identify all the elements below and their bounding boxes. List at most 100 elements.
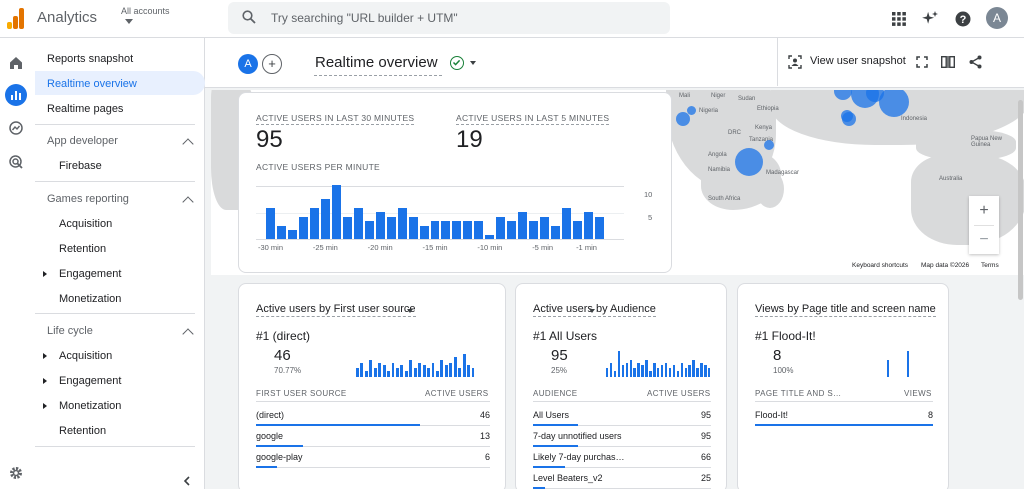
per-minute-bar[interactable] [463, 221, 473, 239]
map-user-dot[interactable] [676, 112, 690, 126]
chevron-up-icon[interactable] [182, 328, 194, 340]
nav-games-engagement[interactable]: Engagement [59, 268, 122, 280]
view-user-snapshot-button[interactable]: View user snapshot [810, 55, 906, 67]
check-circle-icon[interactable] [450, 56, 464, 70]
per-minute-bar[interactable] [397, 207, 407, 239]
nav-life-acquisition[interactable]: Acquisition [59, 350, 113, 362]
expand-arrow-icon[interactable] [43, 378, 47, 384]
nav-realtime-pages[interactable]: Realtime pages [47, 103, 124, 115]
nav-games-monetization[interactable]: Monetization [59, 293, 122, 305]
advertising-icon[interactable] [5, 151, 27, 173]
table-row-label[interactable]: google-play [256, 452, 303, 462]
per-minute-bar[interactable] [430, 221, 440, 239]
table-row-label[interactable]: google [256, 431, 284, 441]
add-comparison-button[interactable]: + [262, 54, 282, 74]
source-col-header[interactable]: FIRST USER SOURCE [256, 389, 347, 398]
per-minute-bar[interactable] [540, 216, 550, 239]
compare-columns-icon[interactable] [940, 55, 956, 71]
expand-arrow-icon[interactable] [43, 353, 47, 359]
help-icon[interactable]: ? [952, 8, 974, 30]
apps-grid-icon[interactable] [888, 8, 910, 30]
pages-card-title[interactable]: Views by Page title and screen name [755, 303, 936, 317]
nav-life-monetization[interactable]: Monetization [59, 400, 122, 412]
per-minute-bar[interactable] [441, 221, 451, 239]
expand-arrow-icon[interactable] [43, 271, 47, 277]
search-bar[interactable]: Try searching "URL builder + UTM" [228, 2, 670, 34]
map-user-dot[interactable] [687, 106, 696, 115]
per-minute-bar[interactable] [474, 221, 484, 239]
per-minute-bar[interactable] [320, 198, 330, 239]
pages-value-header[interactable]: VIEWS [904, 389, 932, 398]
nav-reports-snapshot[interactable]: Reports snapshot [47, 53, 134, 65]
per-minute-bar[interactable] [584, 212, 594, 239]
map-user-dot[interactable] [735, 148, 763, 176]
zoom-out-button[interactable]: − [979, 231, 989, 248]
per-minute-bar[interactable] [595, 216, 604, 239]
per-minute-bar[interactable] [353, 207, 363, 239]
per-minute-bar[interactable] [485, 234, 495, 239]
audience-col-header[interactable]: AUDIENCE [533, 389, 578, 398]
per-minute-bar[interactable] [375, 212, 385, 239]
nav-section-app-developer[interactable]: App developer [47, 135, 118, 147]
per-minute-bar[interactable] [276, 225, 286, 239]
comparison-avatar[interactable]: A [238, 54, 258, 74]
per-minute-bar[interactable] [419, 225, 429, 239]
per-minute-bar[interactable] [287, 230, 297, 239]
nav-firebase[interactable]: Firebase [59, 160, 102, 172]
nav-section-life-cycle[interactable]: Life cycle [47, 325, 93, 337]
collapse-nav-chevron-icon[interactable] [183, 475, 191, 489]
map-user-dot[interactable] [834, 90, 852, 100]
caret-down-icon[interactable] [470, 61, 476, 65]
table-row-label[interactable]: Level Beaters_v2 [533, 473, 603, 483]
per-minute-bar[interactable] [386, 216, 396, 239]
per-minute-bar[interactable] [342, 216, 352, 239]
nav-games-acquisition[interactable]: Acquisition [59, 218, 113, 230]
page-scrollbar[interactable] [1018, 100, 1023, 300]
sparkle-icon[interactable] [919, 8, 941, 30]
nav-life-retention[interactable]: Retention [59, 425, 107, 437]
table-row-label[interactable]: 7-day unnotified users [533, 431, 622, 441]
account-picker[interactable]: All accounts [121, 6, 170, 24]
source-card-title[interactable]: Active users by First user source [256, 303, 416, 317]
per-minute-bar[interactable] [551, 225, 561, 239]
per-minute-bar[interactable] [529, 221, 539, 239]
map-user-dot[interactable] [842, 112, 856, 126]
caret-down-icon[interactable] [407, 309, 413, 313]
caret-down-icon[interactable] [589, 309, 595, 313]
source-value-header[interactable]: ACTIVE USERS [425, 389, 489, 398]
per-minute-bar[interactable] [408, 216, 418, 239]
explore-icon[interactable] [5, 117, 27, 139]
zoom-in-button[interactable]: + [979, 202, 989, 219]
per-minute-bar[interactable] [266, 207, 275, 239]
analytics-logo[interactable] [7, 7, 25, 29]
terms-link[interactable]: Terms [981, 262, 999, 269]
account-avatar[interactable]: A [986, 7, 1008, 29]
fullscreen-icon[interactable] [916, 56, 928, 71]
per-minute-bar[interactable] [331, 185, 341, 239]
user-snapshot-icon[interactable] [788, 55, 802, 72]
nav-games-retention[interactable]: Retention [59, 243, 107, 255]
nav-life-engagement[interactable]: Engagement [59, 375, 122, 387]
per-minute-bar[interactable] [364, 221, 374, 239]
table-row-label[interactable]: Likely 7-day purchas… [533, 452, 625, 462]
map-user-dot[interactable] [879, 90, 909, 117]
expand-arrow-icon[interactable] [43, 403, 47, 409]
nav-realtime-overview[interactable]: Realtime overview [47, 78, 137, 90]
per-minute-bar[interactable] [309, 207, 319, 239]
per-minute-bar[interactable] [496, 216, 506, 239]
per-minute-bar[interactable] [518, 212, 528, 239]
reports-icon[interactable] [5, 84, 27, 106]
chevron-up-icon[interactable] [182, 138, 194, 150]
pages-col-header[interactable]: PAGE TITLE AND S… [755, 389, 842, 398]
keyboard-shortcuts-link[interactable]: Keyboard shortcuts [852, 262, 909, 269]
per-minute-bar[interactable] [452, 221, 462, 239]
per-minute-bar[interactable] [562, 207, 572, 239]
home-icon[interactable] [5, 52, 27, 74]
chevron-up-icon[interactable] [182, 196, 194, 208]
per-minute-bar[interactable] [573, 221, 583, 239]
share-icon[interactable] [969, 55, 982, 72]
audience-value-header[interactable]: ACTIVE USERS [647, 389, 711, 398]
per-minute-bar[interactable] [507, 221, 517, 239]
table-row-label[interactable]: All Users [533, 410, 570, 420]
nav-section-games-reporting[interactable]: Games reporting [47, 193, 129, 205]
